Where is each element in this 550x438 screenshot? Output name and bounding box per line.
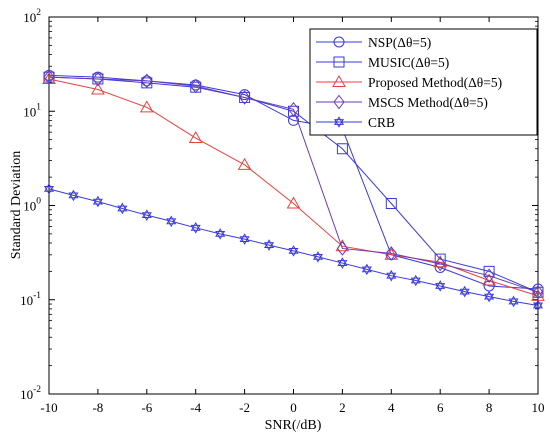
series-line (48, 188, 539, 306)
x-tick-label: 8 (486, 400, 493, 415)
x-ticks: -10 -8 -6 -4 -2 0 2 4 6 8 10 (40, 17, 545, 415)
data-point (190, 222, 201, 234)
legend-label: MUSIC(Δθ=5) (368, 55, 449, 70)
data-point (385, 198, 397, 210)
data-point (92, 195, 103, 208)
data-point (188, 131, 203, 144)
data-point (336, 241, 349, 256)
series-line (48, 76, 539, 293)
legend-label: NSP(Δθ=5) (368, 35, 431, 50)
data-point (264, 239, 275, 251)
data-point (459, 285, 470, 298)
data-point (117, 202, 128, 215)
legend-entry: NSP(Δθ=5) (316, 35, 431, 50)
data-point (532, 299, 544, 312)
legend-entry: Proposed Method(Δθ=5) (316, 74, 502, 90)
data-point (286, 196, 301, 209)
legend-entry: MUSIC(Δθ=5) (316, 55, 449, 70)
x-tick-label: -6 (141, 400, 152, 415)
series-4 (43, 183, 544, 312)
series-layer (42, 69, 545, 312)
data-point (288, 245, 299, 257)
x-tick-label: -2 (239, 400, 250, 415)
data-point (361, 263, 372, 276)
legend-marker (333, 56, 345, 68)
x-tick-label: 10 (532, 400, 545, 415)
data-point (508, 295, 519, 308)
y-tick-label: 101 (23, 102, 41, 119)
data-point (141, 73, 153, 89)
data-point (483, 268, 495, 284)
x-tick-label: 2 (339, 400, 346, 415)
x-tick-label: 0 (290, 400, 297, 415)
series-3 (43, 69, 544, 300)
series-line (48, 74, 539, 290)
x-tick-label: -4 (190, 400, 201, 415)
legend-label: Proposed Method(Δθ=5) (368, 75, 502, 90)
legend-marker (333, 116, 345, 128)
x-tick-label: -10 (40, 400, 57, 415)
data-point (532, 284, 544, 300)
data-point (238, 90, 251, 105)
legend-entry: MSCS Method(Δθ=5) (316, 94, 488, 110)
data-point (215, 228, 226, 240)
data-point (68, 189, 79, 202)
y-tick-label: 10-1 (20, 291, 41, 308)
data-point (43, 183, 55, 195)
data-point (91, 82, 105, 95)
data-point (239, 233, 250, 245)
data-point (482, 273, 496, 286)
data-point (386, 269, 397, 282)
data-point (483, 265, 495, 277)
data-point (385, 246, 397, 261)
data-point (141, 209, 152, 221)
legend-label: CRB (368, 115, 395, 130)
y-tick-label: 10-2 (20, 385, 41, 402)
legend-marker (332, 74, 346, 87)
data-point (166, 215, 177, 228)
data-point (139, 100, 154, 113)
data-point (410, 274, 421, 287)
data-point (312, 251, 323, 263)
data-point (237, 157, 252, 170)
legend: NSP(Δθ=5) MUSIC(Δθ=5) Proposed Method(Δθ=5… (309, 28, 538, 136)
legend-marker (333, 94, 345, 110)
data-point (484, 290, 495, 303)
legend-entry: CRB (316, 115, 395, 130)
x-tick-label: -8 (92, 400, 103, 415)
data-point (190, 78, 202, 94)
y-axis-title: Standard Deviation (9, 151, 24, 259)
x-axis-title: SNR(/dB) (265, 418, 322, 433)
series-line (48, 76, 539, 293)
legend-marker (333, 36, 345, 48)
data-point (287, 101, 300, 117)
x-tick-label: 6 (437, 400, 444, 415)
x-tick-label: 4 (388, 400, 395, 415)
data-point (337, 257, 348, 269)
data-point (43, 69, 55, 85)
data-point (434, 256, 446, 272)
y-tick-label: 102 (23, 8, 41, 25)
data-point (92, 71, 104, 87)
data-point (336, 143, 348, 155)
legend-label: MSCS Method(Δθ=5) (368, 95, 488, 110)
y-tick-label: 100 (23, 197, 41, 214)
data-point (435, 280, 446, 292)
